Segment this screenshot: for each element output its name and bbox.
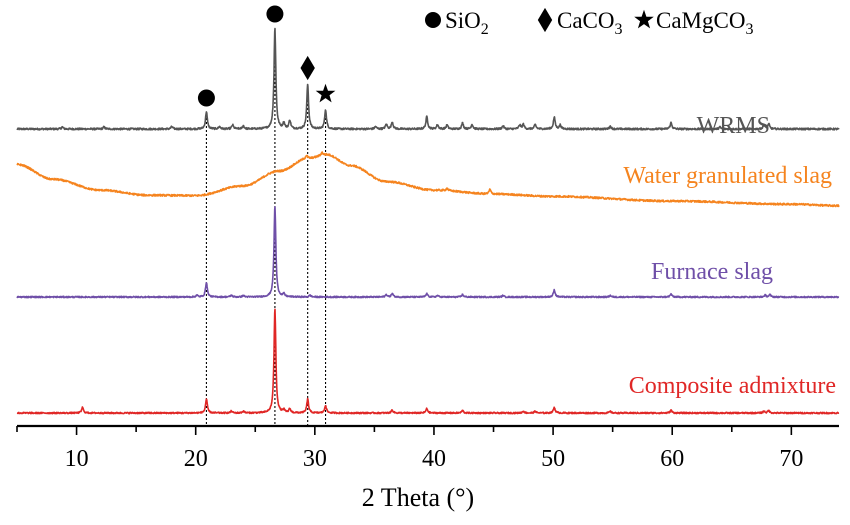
legend-label-main: SiO — [445, 8, 481, 33]
legend-diamond-icon — [537, 7, 553, 33]
series-label-wrms: WRMS — [697, 113, 770, 139]
peak-marker-diamond — [300, 55, 315, 81]
legend-star-icon — [634, 9, 654, 29]
x-tick-label: 60 — [660, 446, 684, 472]
series-line-water-granulated-slag — [16, 151, 840, 208]
x-tick-label: 10 — [65, 446, 89, 472]
legend-label: SiO2 — [445, 8, 489, 38]
series-line-furnace-slag — [16, 206, 840, 299]
series-label-composite-admixture: Composite admixture — [629, 373, 836, 399]
x-tick-label: 20 — [184, 446, 208, 472]
series-group — [16, 27, 840, 415]
legend-label-main: CaMgCO — [656, 8, 745, 33]
series-label-water-granulated-slag: Water granulated slag — [623, 163, 832, 189]
series-label-furnace-slag: Furnace slag — [651, 259, 773, 285]
legend-label-subscript: 3 — [745, 21, 753, 38]
x-ticks: 10 20 30 40 50 60 70 — [16, 426, 803, 472]
legend-label-main: CaCO — [557, 8, 615, 33]
series-line-composite-admixture — [16, 308, 840, 415]
legend: SiO2 CaCO3 CaMgCO3 — [425, 7, 753, 38]
legend-label: CaMgCO3 — [656, 8, 753, 38]
x-axis-label: 2 Theta (°) — [362, 483, 474, 512]
series-line-wrms — [16, 27, 840, 131]
peak-markers — [197, 5, 336, 107]
x-tick-label: 70 — [779, 446, 803, 472]
legend-circle-icon — [425, 12, 441, 28]
peak-marker-circle — [197, 89, 215, 107]
legend-label: CaCO3 — [557, 8, 623, 38]
peak-marker-circle — [266, 5, 284, 23]
series-labels: WRMS Water granulated slag Furnace slag Com… — [623, 113, 836, 399]
x-tick-label: 40 — [422, 446, 446, 472]
legend-label-subscript: 3 — [615, 21, 623, 38]
peak-marker-star — [315, 83, 336, 103]
x-tick-label: 30 — [303, 446, 327, 472]
x-tick-label: 50 — [541, 446, 565, 472]
legend-label-subscript: 2 — [481, 21, 489, 38]
